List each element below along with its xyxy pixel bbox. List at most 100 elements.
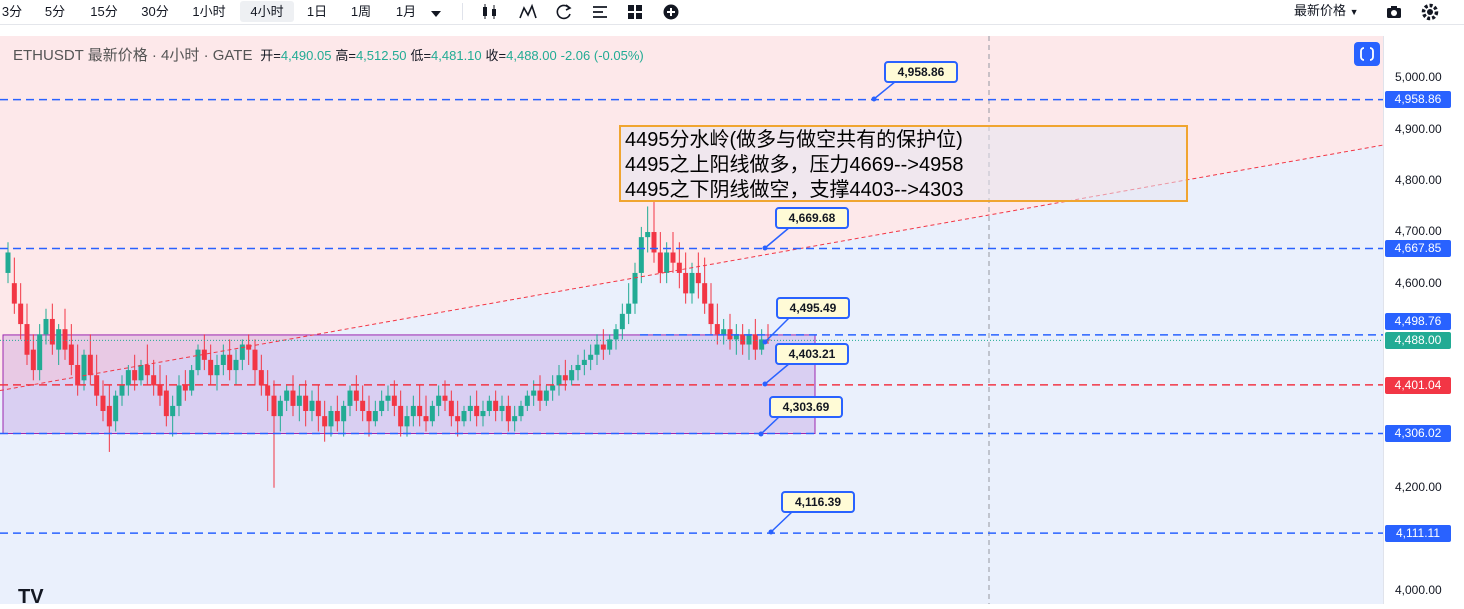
timeframe-1w[interactable]: 1周 — [350, 4, 372, 19]
candle-body — [695, 272, 701, 284]
candle-body — [429, 405, 435, 422]
alert-icon[interactable] — [590, 2, 610, 22]
replay-icon[interactable] — [554, 2, 574, 22]
price-callout[interactable]: 4,958.86 — [884, 61, 958, 83]
candle-body — [670, 252, 676, 263]
candle-body — [480, 411, 486, 417]
candle-body — [632, 272, 638, 304]
change-value: -2.06 (-0.05%) — [560, 48, 644, 63]
layout-grid-icon[interactable] — [625, 2, 645, 22]
candle-body — [588, 354, 594, 360]
close-value: 4,488.00 — [506, 48, 557, 63]
candle-body — [708, 303, 714, 325]
price-tick: 4,000.00 — [1395, 583, 1442, 597]
candle-body — [119, 385, 125, 396]
indicators-icon[interactable] — [518, 2, 538, 22]
candle-body — [56, 329, 62, 350]
timeframe-5m[interactable]: 5分 — [44, 4, 66, 19]
candle-body — [18, 303, 24, 325]
callout-pointer — [770, 510, 794, 533]
timeframe-3m[interactable]: 3分 — [1, 4, 23, 19]
candle-body — [100, 395, 106, 412]
candle-body — [613, 329, 619, 340]
candle-body — [638, 237, 644, 273]
low-label: 低= — [410, 48, 432, 63]
chevron-down-icon: ▼ — [1349, 7, 1359, 17]
candle-body — [132, 370, 138, 381]
candle-body — [138, 364, 144, 381]
price-label: 4,111.11 — [1385, 525, 1451, 542]
candle-body — [702, 283, 708, 304]
candle-body — [569, 370, 575, 381]
candle-body — [296, 395, 302, 406]
candle-body — [277, 400, 283, 417]
callout-anchor — [762, 381, 768, 387]
add-plus-icon[interactable] — [661, 2, 681, 22]
price-callout[interactable]: 4,116.39 — [781, 491, 855, 513]
candle-body — [201, 349, 207, 360]
symbol-title: ETHUSDT 最新价格 · 4小时 · GATE — [13, 47, 253, 64]
timeframe-1h[interactable]: 1小时 — [192, 4, 226, 19]
timeframe-30m[interactable]: 30分 — [141, 4, 169, 19]
timeframe-4h[interactable]: 4小时 — [240, 1, 294, 22]
camera-icon[interactable] — [1384, 2, 1404, 22]
candle-body — [746, 334, 752, 345]
candle-body — [233, 359, 239, 371]
callout-anchor — [871, 96, 877, 102]
callout-pointer — [764, 226, 791, 249]
candle-body — [37, 334, 43, 371]
high-label: 高= — [335, 48, 356, 63]
note-line-2: 4495之上阳线做多，压力4669-->4958 — [625, 154, 964, 176]
candle-body — [239, 344, 245, 360]
resistance-zone-bg — [0, 36, 1383, 391]
candle-body — [208, 359, 214, 376]
candle-body — [328, 411, 334, 427]
price-tick: 5,000.00 — [1395, 70, 1442, 84]
top-toolbar: 3分 5分 15分 30分 1小时 4小时 1日 1周 1月 最新价格 ▼ — [0, 0, 1464, 25]
candle-body — [645, 232, 651, 238]
fullscreen-button[interactable] — [1354, 42, 1380, 66]
price-type-select[interactable]: 最新价格 ▼ — [1294, 3, 1359, 18]
tradingview-logo[interactable]: TV — [18, 586, 44, 608]
price-callout[interactable]: 4,303.69 — [769, 396, 843, 418]
candle-body — [252, 349, 258, 371]
candle-body — [75, 364, 81, 386]
gear-icon[interactable] — [1420, 2, 1440, 22]
chevron-down-icon[interactable] — [426, 3, 446, 23]
candle-body — [575, 364, 581, 371]
price-chart[interactable] — [0, 36, 1383, 604]
price-callout[interactable]: 4,403.21 — [775, 343, 849, 365]
candle-body — [417, 405, 423, 417]
annotation-textbox[interactable]: 4495分水岭(做多与做空共有的保护位) 4495之上阳线做多，压力4669--… — [619, 125, 1188, 202]
candle-body — [442, 395, 448, 401]
timeframe-15m[interactable]: 15分 — [90, 4, 118, 19]
candle-body — [195, 349, 201, 371]
callout-anchor — [768, 529, 774, 535]
price-tick: 4,200.00 — [1395, 480, 1442, 494]
candles-icon[interactable] — [480, 2, 500, 22]
candle-body — [5, 252, 11, 273]
price-callout[interactable]: 4,669.68 — [775, 207, 849, 229]
candle-body — [493, 400, 499, 412]
timeframe-1d[interactable]: 1日 — [306, 4, 328, 19]
candle-body — [341, 405, 347, 422]
candle-body — [303, 395, 309, 412]
candle-body — [353, 390, 359, 401]
candle-body — [360, 400, 366, 412]
open-label: 开= — [260, 48, 281, 63]
candle-body — [157, 385, 163, 396]
candle-body — [309, 400, 315, 412]
price-callout[interactable]: 4,495.49 — [776, 297, 850, 319]
candle-body — [30, 349, 36, 371]
candle-body — [284, 390, 290, 401]
candle-body — [398, 405, 404, 427]
candle-body — [410, 405, 416, 417]
candle-body — [404, 416, 410, 427]
candle-body — [607, 339, 613, 350]
candle-body — [113, 395, 119, 422]
price-label: 4,401.04 — [1385, 377, 1451, 394]
timeframe-1M[interactable]: 1月 — [395, 4, 417, 19]
candle-body — [322, 416, 328, 427]
price-tick: 4,600.00 — [1395, 276, 1442, 290]
candle-body — [347, 390, 353, 406]
